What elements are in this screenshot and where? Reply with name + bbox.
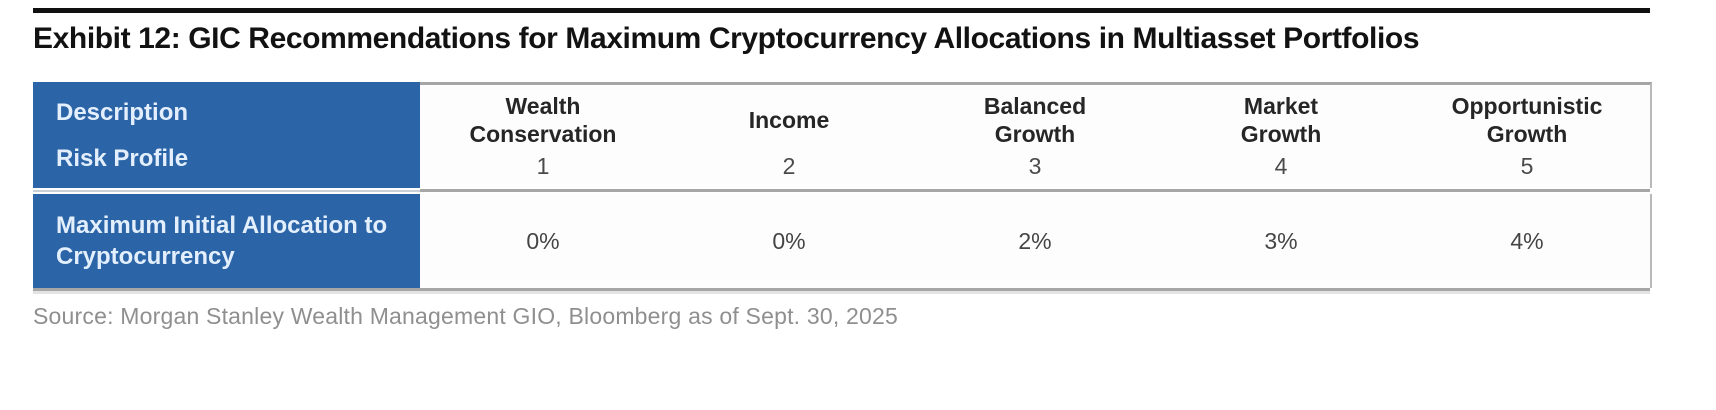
column-label: Income bbox=[748, 107, 830, 134]
column-header-opportunistic-growth: Opportunistic Growth 5 bbox=[1404, 85, 1650, 188]
row-separator bbox=[33, 188, 1650, 194]
risk-profile-label: Risk Profile bbox=[56, 145, 189, 172]
allocation-label: Maximum Initial Allocation to Cryptocurr… bbox=[56, 211, 388, 270]
separator-line-left bbox=[33, 190, 420, 192]
allocation-value-income: 0% bbox=[772, 227, 806, 254]
allocation-row: Maximum Initial Allocation to Cryptocurr… bbox=[33, 194, 1652, 288]
allocation-value-market-growth: 3% bbox=[1264, 227, 1298, 254]
column-label: Opportunistic Growth bbox=[1451, 93, 1603, 147]
risk-number: 3 bbox=[1028, 153, 1042, 179]
allocation-value-wealth-conservation: 0% bbox=[526, 227, 560, 254]
source-note: Source: Morgan Stanley Wealth Management… bbox=[33, 303, 898, 329]
separator-line-right bbox=[420, 189, 1650, 192]
risk-number: 1 bbox=[536, 153, 550, 179]
column-header-income: Income 2 bbox=[666, 85, 912, 188]
title-rule bbox=[33, 8, 1650, 13]
column-label: Balanced Growth bbox=[983, 93, 1087, 147]
risk-number: 2 bbox=[782, 153, 796, 179]
column-header-balanced-growth: Balanced Growth 3 bbox=[912, 85, 1158, 188]
risk-number: 5 bbox=[1520, 153, 1534, 179]
exhibit-title: Exhibit 12: GIC Recommendations for Maxi… bbox=[33, 22, 1420, 55]
table-header-row: Description Risk Profile Wealth Conserva… bbox=[33, 82, 1652, 188]
row-label-cell-header: Description Risk Profile bbox=[33, 82, 420, 188]
row-label-cell-allocation: Maximum Initial Allocation to Cryptocurr… bbox=[33, 194, 420, 288]
column-header-market-growth: Market Growth 4 bbox=[1158, 85, 1404, 188]
description-label: Description bbox=[56, 99, 189, 126]
column-header-wealth-conservation: Wealth Conservation 1 bbox=[420, 85, 666, 188]
column-header-area: Wealth Conservation 1 Income 2 Balanced … bbox=[420, 82, 1652, 188]
column-label: Market Growth bbox=[1240, 93, 1322, 147]
risk-number: 4 bbox=[1274, 153, 1288, 179]
allocation-value-opportunistic-growth: 4% bbox=[1510, 227, 1544, 254]
column-label: Wealth Conservation bbox=[469, 93, 617, 147]
allocation-table: Description Risk Profile Wealth Conserva… bbox=[33, 82, 1652, 291]
allocation-value-balanced-growth: 2% bbox=[1018, 227, 1052, 254]
allocation-values-area: 0% 0% 2% 3% 4% bbox=[420, 194, 1652, 288]
